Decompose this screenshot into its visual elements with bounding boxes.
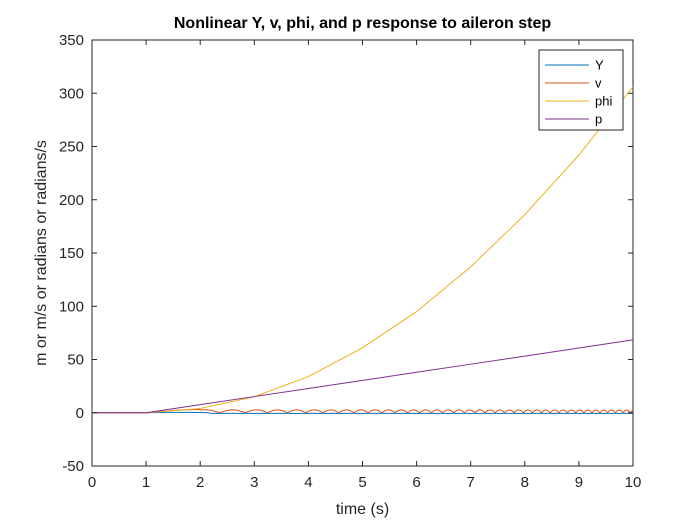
x-tick-label: 2 — [196, 474, 204, 491]
x-tick-label: 4 — [304, 474, 312, 491]
x-tick-label: 10 — [625, 474, 642, 491]
series-layer — [92, 86, 633, 414]
x-tick-label: 5 — [358, 474, 366, 491]
y-tick-label: 0 — [76, 405, 84, 422]
x-tick-label: 0 — [88, 474, 96, 491]
y-tick-label: -50 — [62, 458, 84, 475]
x-tick-label: 3 — [250, 474, 258, 491]
y-tick-label: 300 — [59, 85, 84, 102]
y-tick-label: 200 — [59, 192, 84, 209]
legend-item-y[interactable]: Y — [545, 58, 604, 73]
legend-label: p — [595, 112, 602, 127]
legend-item-v[interactable]: v — [545, 76, 602, 91]
x-tick-label: 1 — [142, 474, 150, 491]
series-line-y — [92, 411, 633, 414]
series-line-p — [92, 339, 633, 414]
x-tick-label: 8 — [521, 474, 529, 491]
x-tick-label: 7 — [467, 474, 475, 491]
y-tick-label: 150 — [59, 245, 84, 262]
legend-item-phi[interactable]: phi — [545, 94, 612, 109]
legend-label: v — [595, 76, 602, 91]
y-tick-label: 350 — [59, 32, 84, 49]
series-line-phi — [92, 86, 633, 414]
series-line-v — [92, 409, 633, 414]
y-tick-label: 50 — [67, 352, 84, 369]
x-axis-label: time (s) — [336, 501, 389, 518]
legend-item-p[interactable]: p — [545, 112, 602, 127]
y-tick-label: 250 — [59, 139, 84, 156]
chart-title: Nonlinear Y, v, phi, and p response to a… — [174, 15, 551, 32]
legend[interactable]: Yv phi p — [538, 49, 624, 131]
y-tick-label: 100 — [59, 298, 84, 315]
legend-label: Y — [595, 58, 604, 73]
x-tick-label: 6 — [412, 474, 420, 491]
x-tick-label: 9 — [575, 474, 583, 491]
y-axis-label: m or m/s or radians or radians/s — [33, 140, 50, 366]
legend-box — [538, 49, 624, 131]
legend-label: phi — [595, 94, 612, 109]
